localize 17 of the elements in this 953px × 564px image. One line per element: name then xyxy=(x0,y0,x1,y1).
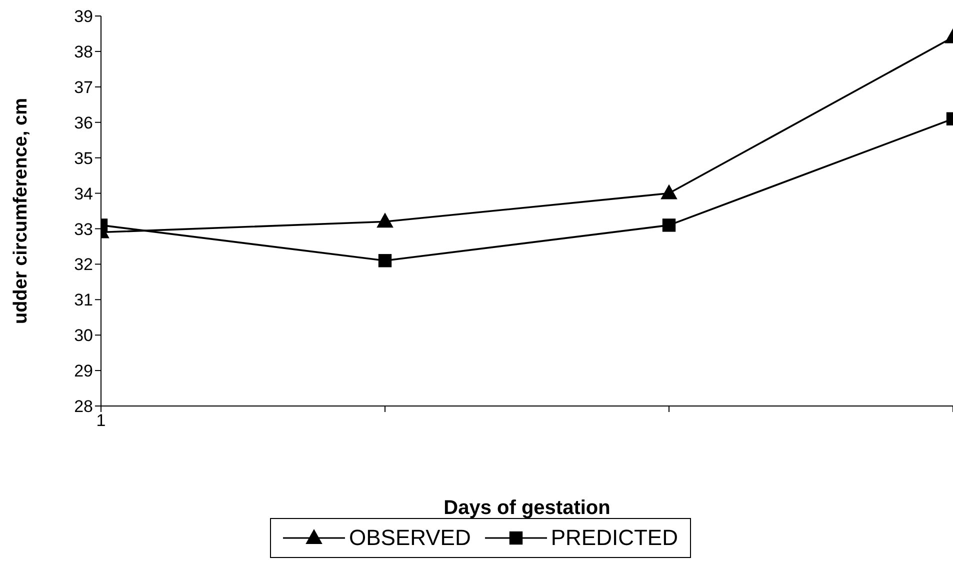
y-tick-label: 28 xyxy=(74,397,93,416)
legend-label: OBSERVED xyxy=(349,525,471,551)
x-axis-title: Days of gestation xyxy=(444,497,610,519)
y-tick-label: 29 xyxy=(74,362,93,381)
y-tick-label: 33 xyxy=(74,220,93,239)
legend-label: PREDICTED xyxy=(550,525,678,551)
y-tick-label: 34 xyxy=(74,184,93,204)
y-axis-title: udder circumference, cm xyxy=(10,98,32,324)
y-tick-label: 39 xyxy=(74,7,93,26)
y-tick-label: 37 xyxy=(74,78,93,97)
y-tick-label: 35 xyxy=(74,148,93,168)
x-tick-label: 1 xyxy=(96,411,106,430)
y-tick-label: 38 xyxy=(74,42,93,62)
y-tick-label: 30 xyxy=(74,326,93,346)
y-tick-label: 31 xyxy=(74,290,93,310)
y-tick-label: 36 xyxy=(74,113,93,132)
y-tick-label: 32 xyxy=(74,255,93,274)
